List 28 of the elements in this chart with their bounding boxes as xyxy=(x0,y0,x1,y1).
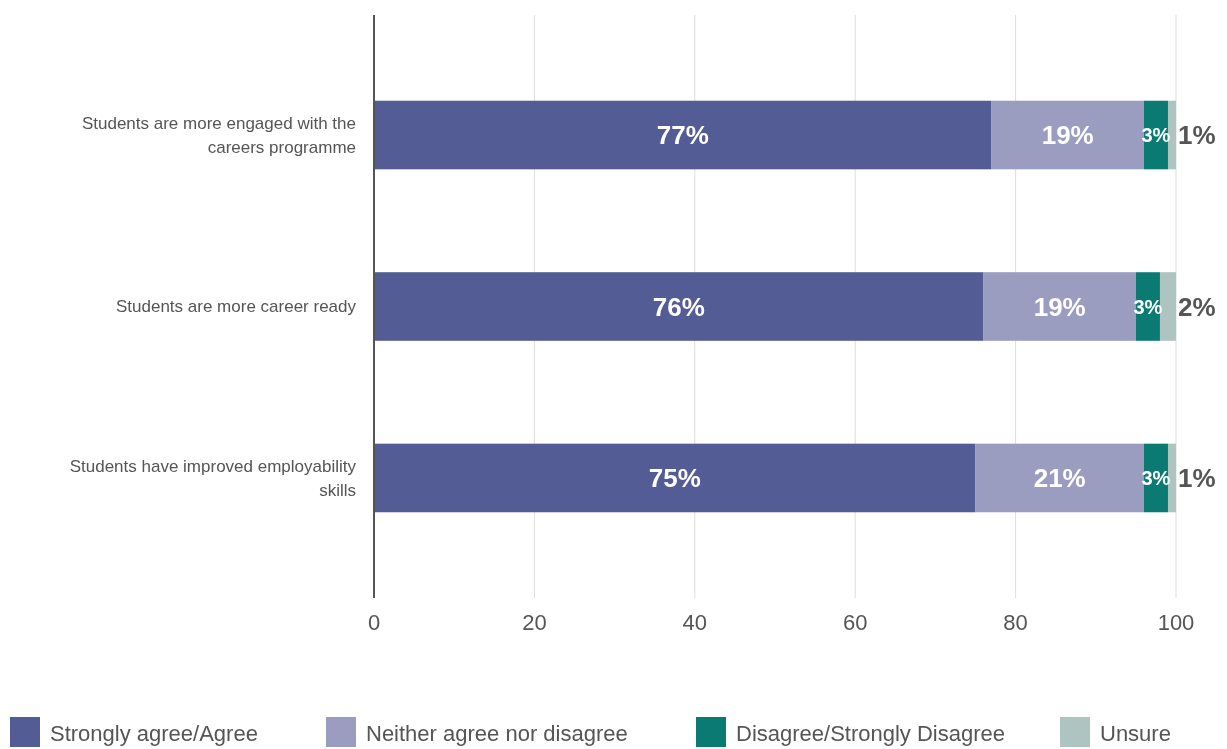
bar xyxy=(374,272,984,341)
data-label: 77% xyxy=(656,120,709,151)
x-tick-label: 0 xyxy=(367,610,381,635)
bar xyxy=(975,443,1144,513)
data-label: 76% xyxy=(652,291,705,322)
data-label: 1% xyxy=(1178,120,1216,151)
x-tick-label: 100 xyxy=(1157,610,1195,635)
x-tick-label: 40 xyxy=(682,610,708,635)
data-label: 21% xyxy=(1033,463,1086,494)
x-tick-label: 20 xyxy=(522,610,547,635)
data-label: 75% xyxy=(648,463,701,494)
legend-label: Strongly agree/Agree xyxy=(50,720,258,746)
bar xyxy=(374,100,992,170)
y-tick-label: Students have improved employability skills xyxy=(69,456,357,500)
legend-label: Neither agree nor disagree xyxy=(366,720,628,746)
bar xyxy=(983,272,1136,341)
bar xyxy=(374,443,976,513)
x-tick-label: 80 xyxy=(1003,610,1028,635)
data-label: 19% xyxy=(1033,291,1086,322)
data-label: 2% xyxy=(1178,291,1216,322)
y-tick-label: Students are more career ready xyxy=(115,297,357,317)
bar xyxy=(991,100,1144,170)
data-label: 19% xyxy=(1041,120,1094,151)
legend-label: Unsure xyxy=(1100,720,1171,746)
data-label: 1% xyxy=(1178,463,1216,494)
y-tick-label: Students are more engaged with the careers programme xyxy=(81,113,356,157)
legend-label: Disagree/Strongly Disagree xyxy=(736,720,1006,746)
x-tick-label: 60 xyxy=(842,610,868,635)
